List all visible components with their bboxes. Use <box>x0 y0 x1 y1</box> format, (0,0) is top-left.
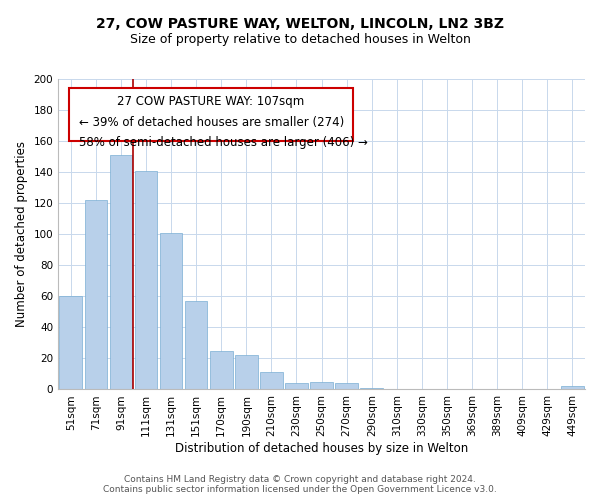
Bar <box>134 170 157 390</box>
Text: ← 39% of detached houses are smaller (274): ← 39% of detached houses are smaller (27… <box>79 116 344 130</box>
FancyBboxPatch shape <box>69 88 353 141</box>
Text: 58% of semi-detached houses are larger (406) →: 58% of semi-detached houses are larger (… <box>79 136 368 149</box>
Text: Contains public sector information licensed under the Open Government Licence v3: Contains public sector information licen… <box>103 485 497 494</box>
Text: Size of property relative to detached houses in Welton: Size of property relative to detached ho… <box>130 32 470 46</box>
Text: Contains HM Land Registry data © Crown copyright and database right 2024.: Contains HM Land Registry data © Crown c… <box>124 475 476 484</box>
Bar <box>335 383 358 390</box>
Bar <box>361 388 383 390</box>
X-axis label: Distribution of detached houses by size in Welton: Distribution of detached houses by size … <box>175 442 468 455</box>
Bar <box>185 301 208 390</box>
Bar <box>285 383 308 390</box>
Text: 27 COW PASTURE WAY: 107sqm: 27 COW PASTURE WAY: 107sqm <box>118 94 305 108</box>
Bar <box>59 296 82 390</box>
Bar <box>310 382 333 390</box>
Bar <box>160 232 182 390</box>
Y-axis label: Number of detached properties: Number of detached properties <box>15 141 28 327</box>
Bar <box>260 372 283 390</box>
Bar <box>210 350 233 390</box>
Bar <box>110 155 132 390</box>
Text: 27, COW PASTURE WAY, WELTON, LINCOLN, LN2 3BZ: 27, COW PASTURE WAY, WELTON, LINCOLN, LN… <box>96 18 504 32</box>
Bar <box>85 200 107 390</box>
Bar <box>235 356 257 390</box>
Bar <box>561 386 584 390</box>
